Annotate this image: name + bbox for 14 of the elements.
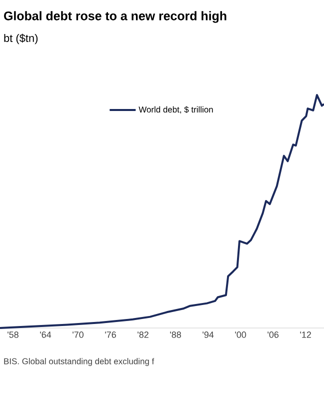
x-tick-label: '88 xyxy=(170,332,181,338)
x-tick-label: '58 xyxy=(8,332,18,338)
chart-subtitle: bt ($tn) xyxy=(4,34,38,44)
x-tick-label: '00 xyxy=(235,332,246,338)
text: BIS. Global outstanding debt excluding f xyxy=(4,358,154,366)
chart-title: Global debt rose to a new record high xyxy=(4,11,226,23)
legend-label: World debt, $ trillion xyxy=(138,106,213,114)
x-tick-label: '94 xyxy=(202,332,214,338)
x-tick-label: '12 xyxy=(300,332,311,338)
x-tick-label: '64 xyxy=(40,332,52,338)
x-tick-label: '70 xyxy=(72,332,84,338)
x-tick-label: '82 xyxy=(138,332,148,338)
x-tick-label: '76 xyxy=(105,332,116,338)
x-tick-label: '06 xyxy=(268,332,279,338)
